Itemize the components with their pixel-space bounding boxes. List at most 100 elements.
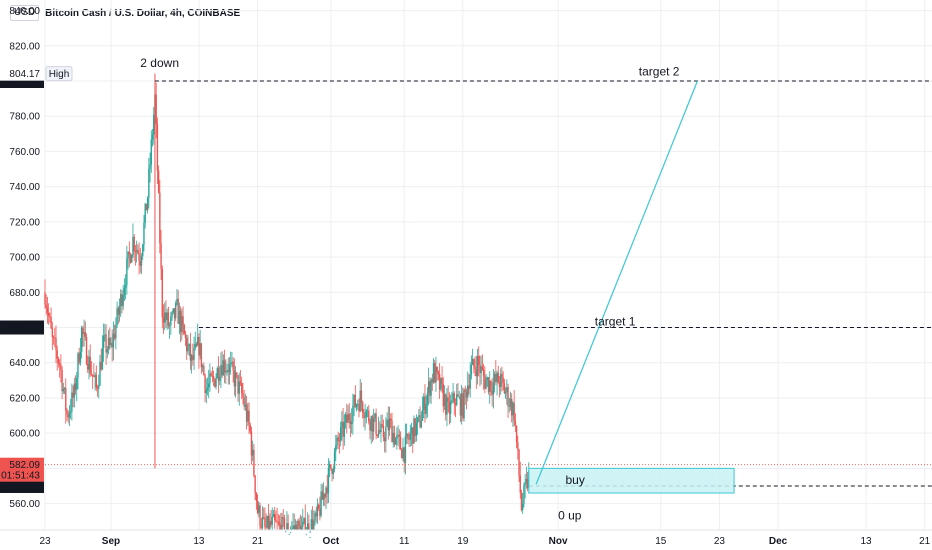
candle-body bbox=[143, 222, 145, 245]
candle-body bbox=[283, 518, 286, 530]
y-tick-label: 700.00 bbox=[9, 253, 40, 264]
candle-body bbox=[379, 430, 381, 433]
candle-body bbox=[71, 392, 73, 412]
candle bbox=[443, 385, 446, 411]
candle-body bbox=[172, 308, 174, 313]
candle bbox=[467, 371, 469, 402]
candle-body bbox=[113, 333, 116, 339]
candle-body bbox=[211, 375, 214, 377]
candle bbox=[165, 300, 167, 329]
candle-body bbox=[187, 346, 189, 352]
candle bbox=[144, 202, 146, 229]
candle bbox=[490, 380, 492, 397]
candle bbox=[394, 436, 397, 445]
candle bbox=[254, 474, 256, 501]
candle-body bbox=[277, 521, 280, 524]
candle bbox=[206, 377, 209, 396]
candle bbox=[250, 426, 253, 465]
candle-body bbox=[181, 316, 183, 333]
candle-body bbox=[480, 366, 482, 373]
x-tick-label: 21 bbox=[919, 536, 931, 547]
candle bbox=[115, 317, 117, 350]
candle bbox=[267, 503, 270, 530]
candle bbox=[432, 358, 435, 384]
candle bbox=[102, 323, 105, 362]
candle bbox=[357, 399, 359, 410]
candle-body bbox=[195, 343, 198, 346]
candle bbox=[423, 393, 425, 419]
candle bbox=[270, 510, 272, 528]
candle-body bbox=[55, 338, 57, 351]
candle bbox=[299, 514, 302, 530]
candle-body bbox=[278, 523, 281, 526]
candle-body bbox=[249, 424, 251, 432]
candle bbox=[385, 417, 387, 453]
x-tick-label: 13 bbox=[193, 536, 205, 547]
candle-body bbox=[248, 410, 250, 425]
candle-body bbox=[319, 508, 321, 516]
candle bbox=[63, 387, 66, 395]
candle-body bbox=[90, 373, 93, 375]
candle-body bbox=[403, 447, 405, 463]
candle-body bbox=[62, 388, 65, 392]
candle bbox=[387, 406, 390, 440]
candle-body bbox=[155, 94, 157, 125]
candle bbox=[168, 322, 171, 339]
candle-body bbox=[153, 114, 155, 135]
candle-body bbox=[171, 312, 173, 317]
candle bbox=[47, 303, 50, 325]
currency-badge[interactable]: USD bbox=[10, 5, 40, 21]
candle bbox=[292, 512, 294, 530]
candle-body bbox=[173, 308, 176, 319]
candle bbox=[313, 510, 315, 530]
candle-body bbox=[210, 373, 212, 376]
candle-body bbox=[394, 438, 397, 445]
candle bbox=[87, 355, 89, 373]
candle bbox=[464, 385, 466, 405]
candle-body bbox=[481, 366, 484, 370]
candle bbox=[52, 335, 55, 345]
candle-body bbox=[104, 334, 106, 336]
candle bbox=[98, 374, 100, 399]
candle bbox=[260, 517, 262, 530]
candle-body bbox=[186, 337, 188, 352]
annotation-label: target 2 bbox=[639, 65, 680, 79]
candle-body bbox=[57, 358, 60, 364]
candle-body bbox=[241, 383, 243, 394]
candle bbox=[419, 406, 421, 429]
price-level-badge: 570.00 bbox=[0, 478, 44, 493]
candle-body bbox=[175, 303, 177, 319]
candle-body bbox=[280, 525, 282, 530]
price-level-badge: 660.00 bbox=[0, 320, 44, 335]
candle-body bbox=[44, 292, 46, 305]
candle-body bbox=[473, 358, 475, 367]
candle-body bbox=[61, 370, 63, 392]
candle-body bbox=[344, 414, 347, 423]
candle bbox=[82, 325, 84, 348]
candle-body bbox=[123, 287, 126, 295]
candle bbox=[67, 410, 69, 424]
candle-body bbox=[259, 505, 261, 527]
candle-body bbox=[501, 373, 503, 378]
candle bbox=[482, 363, 485, 390]
candle-body bbox=[361, 402, 364, 413]
candle-body bbox=[295, 524, 298, 530]
candle-body bbox=[183, 325, 185, 334]
candle-body bbox=[166, 312, 168, 321]
candle-body bbox=[372, 418, 375, 432]
candle-body bbox=[230, 363, 232, 365]
candle bbox=[112, 321, 115, 361]
candle-body bbox=[325, 487, 327, 498]
candle-body bbox=[440, 378, 442, 390]
candle bbox=[234, 365, 237, 398]
candle-body bbox=[352, 405, 354, 422]
candle bbox=[186, 334, 188, 360]
candle-body bbox=[382, 425, 385, 438]
candle bbox=[336, 434, 338, 450]
candle bbox=[118, 298, 121, 322]
candle bbox=[523, 482, 525, 508]
candle-body bbox=[513, 402, 515, 421]
candle-body bbox=[176, 298, 178, 304]
x-tick-label: Oct bbox=[323, 536, 340, 547]
